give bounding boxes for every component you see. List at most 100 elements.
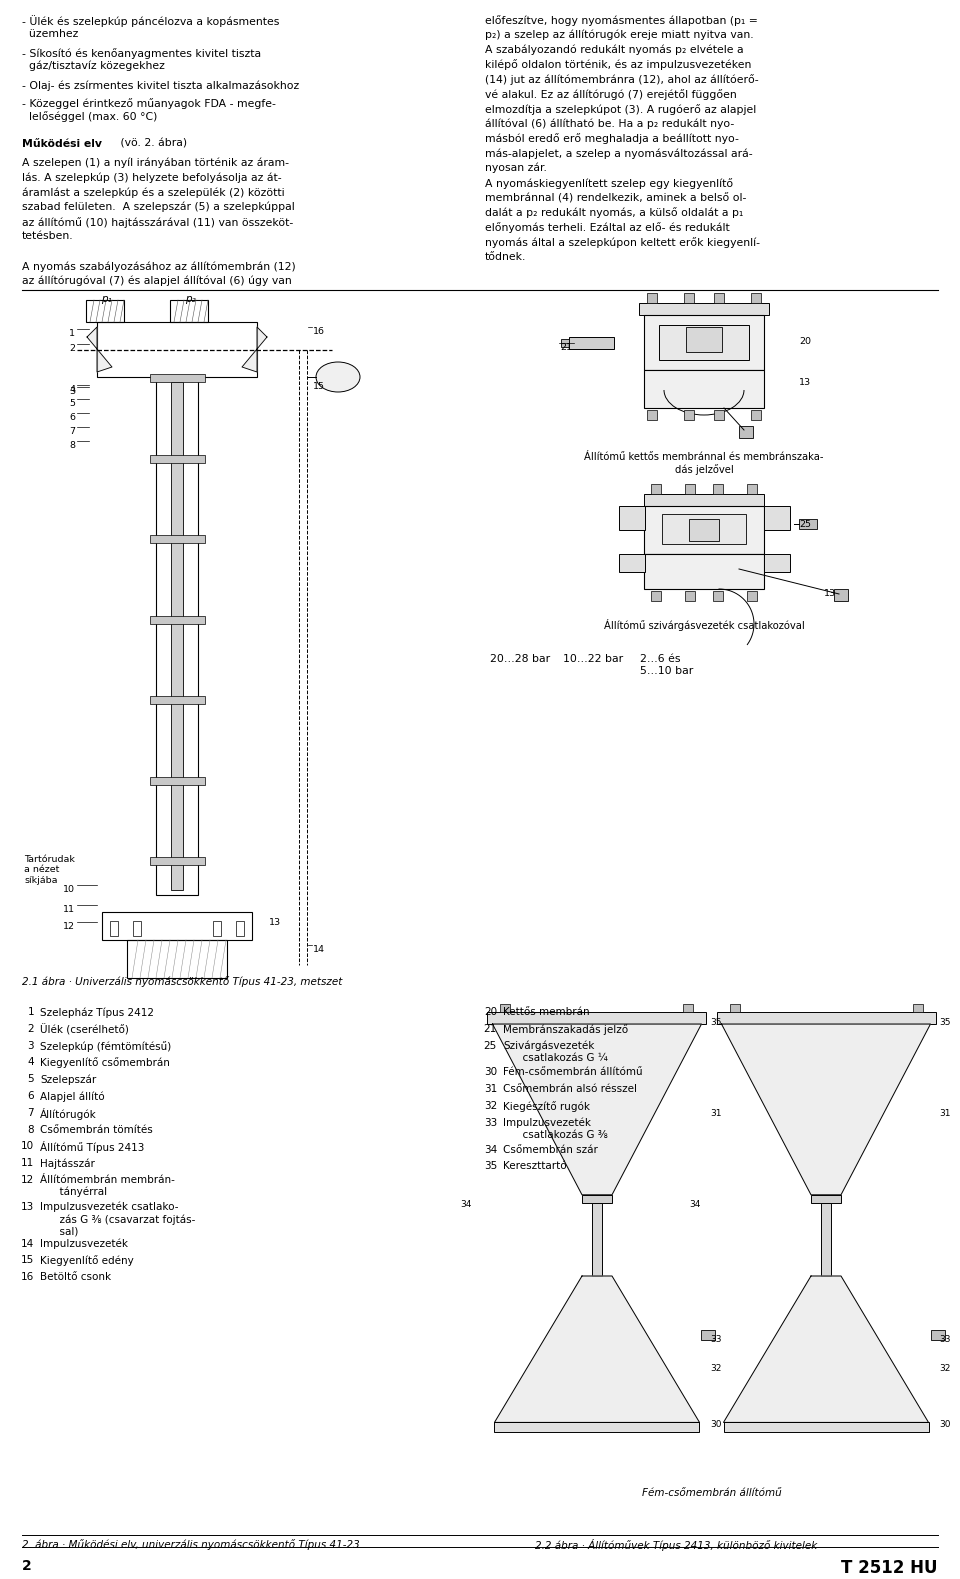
Bar — [713, 591, 723, 602]
Text: 13: 13 — [21, 1202, 34, 1211]
Text: 34: 34 — [484, 1145, 497, 1154]
Text: Állítómű szivárgásvezeték csatlakozóval: Állítómű szivárgásvezeték csatlakozóval — [604, 619, 804, 632]
Text: 6: 6 — [69, 414, 75, 422]
Bar — [150, 777, 204, 785]
Text: 31: 31 — [939, 1110, 950, 1118]
Bar — [739, 426, 753, 437]
Text: Szivárgásvezeték
      csatlakozás G ¼: Szivárgásvezeték csatlakozás G ¼ — [503, 1041, 608, 1063]
Bar — [127, 940, 227, 977]
Text: 21: 21 — [484, 1023, 497, 1034]
Text: 4: 4 — [28, 1058, 34, 1067]
Text: 3: 3 — [69, 387, 75, 396]
Text: p₂: p₂ — [185, 294, 196, 305]
Text: 31: 31 — [710, 1110, 722, 1118]
Bar — [619, 554, 645, 572]
Text: Kereszttartó: Kereszttartó — [503, 1162, 566, 1172]
Text: 33: 33 — [939, 1334, 950, 1344]
Text: lás. A szelepkúp (3) helyzete befolyásolja az át-: lás. A szelepkúp (3) helyzete befolyásol… — [22, 172, 281, 183]
Text: 20…28 bar: 20…28 bar — [490, 654, 550, 665]
Bar — [724, 1423, 928, 1432]
Text: - Ülék és szelepkúp páncélozva a kopásmentes
  üzemhez: - Ülék és szelepkúp páncélozva a kopásme… — [22, 14, 279, 38]
Text: Membránszakadás jelző: Membránszakadás jelző — [503, 1023, 628, 1034]
Text: 16: 16 — [313, 327, 325, 336]
Bar — [747, 591, 757, 602]
Bar — [170, 300, 208, 322]
Text: 3: 3 — [28, 1041, 34, 1050]
Bar — [747, 485, 757, 494]
Text: tődnek.: tődnek. — [485, 251, 526, 262]
Bar — [110, 921, 118, 936]
Text: az állítómű (10) hajtásszárával (11) van összeköt-: az állítómű (10) hajtásszárával (11) van… — [22, 216, 293, 227]
Text: elmozdítja a szelepkúpot (3). A rugóerő az alapjel: elmozdítja a szelepkúpot (3). A rugóerő … — [485, 104, 756, 115]
Text: 30: 30 — [939, 1421, 950, 1429]
Text: Csőmembrán alsó résszel: Csőmembrán alsó résszel — [503, 1085, 637, 1094]
Bar — [764, 505, 790, 531]
Bar — [799, 519, 817, 529]
Text: 30: 30 — [484, 1067, 497, 1077]
Bar — [582, 1195, 612, 1203]
Bar — [647, 411, 657, 420]
Polygon shape — [494, 1276, 700, 1423]
Text: 10: 10 — [21, 1142, 34, 1151]
Text: 7: 7 — [28, 1108, 34, 1118]
Bar — [102, 913, 252, 940]
Text: membránnal (4) rendelkezik, aminek a belső ol-: membránnal (4) rendelkezik, aminek a bel… — [485, 193, 746, 204]
Text: Szelepkúp (fémtömítésű): Szelepkúp (fémtömítésű) — [40, 1041, 171, 1052]
Bar — [236, 921, 244, 936]
Text: 8: 8 — [69, 441, 75, 450]
Text: szabad felületen.  A szelepszár (5) a szelepkúppal: szabad felületen. A szelepszár (5) a sze… — [22, 202, 295, 212]
Text: más-alapjelet, a szelep a nyomásváltozással ará-: más-alapjelet, a szelep a nyomásváltozás… — [485, 148, 753, 159]
Text: 14: 14 — [21, 1238, 34, 1249]
Text: 32: 32 — [710, 1364, 721, 1372]
Text: 10: 10 — [63, 884, 75, 894]
Text: Hajtásszár: Hajtásszár — [40, 1159, 95, 1168]
Bar — [684, 294, 694, 303]
Text: vé alakul. Ez az állítórugó (7) erejétől függően: vé alakul. Ez az állítórugó (7) erejétől… — [485, 88, 736, 99]
Text: Kettős membrán: Kettős membrán — [503, 1007, 589, 1017]
Text: Betöltő csonk: Betöltő csonk — [40, 1273, 111, 1282]
Bar — [930, 1330, 945, 1339]
Text: Állítómű Típus 2413: Állítómű Típus 2413 — [40, 1142, 144, 1153]
Text: Impulzusvezeték: Impulzusvezeték — [40, 1238, 128, 1249]
Bar — [561, 338, 569, 346]
Polygon shape — [492, 1025, 702, 1195]
Text: Fém-csőmembrán állítómű: Fém-csőmembrán állítómű — [503, 1067, 642, 1077]
Bar — [751, 294, 761, 303]
Text: 20: 20 — [799, 338, 811, 346]
Text: T 2512 HU: T 2512 HU — [842, 1558, 938, 1577]
Bar — [150, 374, 204, 382]
Text: 15: 15 — [313, 382, 325, 392]
Text: - Síkosító és kenőanyagmentes kivitel tiszta
  gáz/tisztavíz közegekhez: - Síkosító és kenőanyagmentes kivitel ti… — [22, 47, 261, 71]
Bar — [639, 303, 769, 314]
Bar — [685, 485, 695, 494]
Bar — [644, 505, 764, 554]
Text: 4: 4 — [69, 385, 75, 395]
Bar — [834, 589, 848, 602]
Text: - Olaj- és zsírmentes kivitel tiszta alkalmazásokhoz: - Olaj- és zsírmentes kivitel tiszta alk… — [22, 81, 300, 90]
Bar — [651, 591, 661, 602]
Bar — [713, 485, 723, 494]
Text: 13: 13 — [799, 377, 811, 387]
Text: 11: 11 — [21, 1159, 34, 1168]
Text: 1: 1 — [28, 1007, 34, 1017]
Text: 5: 5 — [28, 1074, 34, 1085]
Bar — [150, 696, 204, 704]
Bar — [97, 322, 257, 377]
Text: 32: 32 — [484, 1101, 497, 1112]
Text: 8: 8 — [28, 1124, 34, 1135]
Text: p₁: p₁ — [101, 294, 111, 305]
Text: 2.2 ábra · Állítóművek Típus 2413, különböző kivitelek: 2.2 ábra · Állítóművek Típus 2413, külön… — [535, 1540, 817, 1551]
Bar — [171, 382, 183, 891]
Polygon shape — [242, 327, 267, 373]
Text: 12: 12 — [63, 922, 75, 932]
Bar — [644, 494, 764, 505]
Text: 10…22 bar: 10…22 bar — [563, 654, 623, 665]
Bar — [569, 336, 614, 349]
Text: 35: 35 — [939, 1018, 950, 1026]
Bar — [488, 1012, 707, 1025]
Text: állítóval (6) állítható be. Ha a p₂ redukált nyo-: állítóval (6) állítható be. Ha a p₂ redu… — [485, 118, 734, 129]
Text: 5: 5 — [69, 399, 75, 407]
Bar — [592, 1203, 602, 1276]
Bar — [730, 1004, 739, 1012]
Text: Kiegyenlítő csőmembrán: Kiegyenlítő csőmembrán — [40, 1058, 170, 1069]
